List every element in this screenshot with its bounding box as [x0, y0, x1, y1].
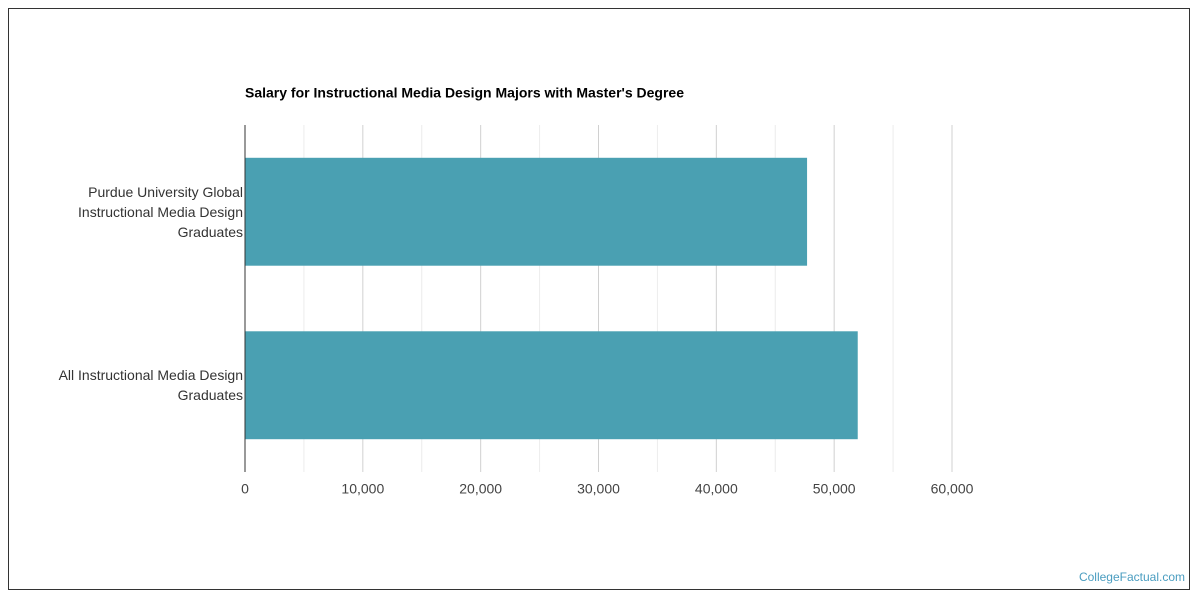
bar	[245, 331, 858, 440]
x-tick-label: 30,000	[577, 481, 620, 497]
y-tick-label: All Instructional Media Design Graduates	[58, 367, 243, 404]
x-tick-label: 20,000	[459, 481, 502, 497]
x-tick-label: 0	[241, 481, 249, 497]
x-tick-label: 40,000	[695, 481, 738, 497]
x-tick-label: 50,000	[813, 481, 856, 497]
frame	[8, 8, 1190, 590]
x-tick-label: 10,000	[341, 481, 384, 497]
chart-title: Salary for Instructional Media Design Ma…	[245, 85, 684, 101]
x-tick-label: 60,000	[931, 481, 974, 497]
footer-link[interactable]: CollegeFactual.com	[1078, 570, 1185, 584]
y-tick-label: Purdue University Global Instructional M…	[78, 183, 243, 240]
bar	[245, 157, 808, 266]
